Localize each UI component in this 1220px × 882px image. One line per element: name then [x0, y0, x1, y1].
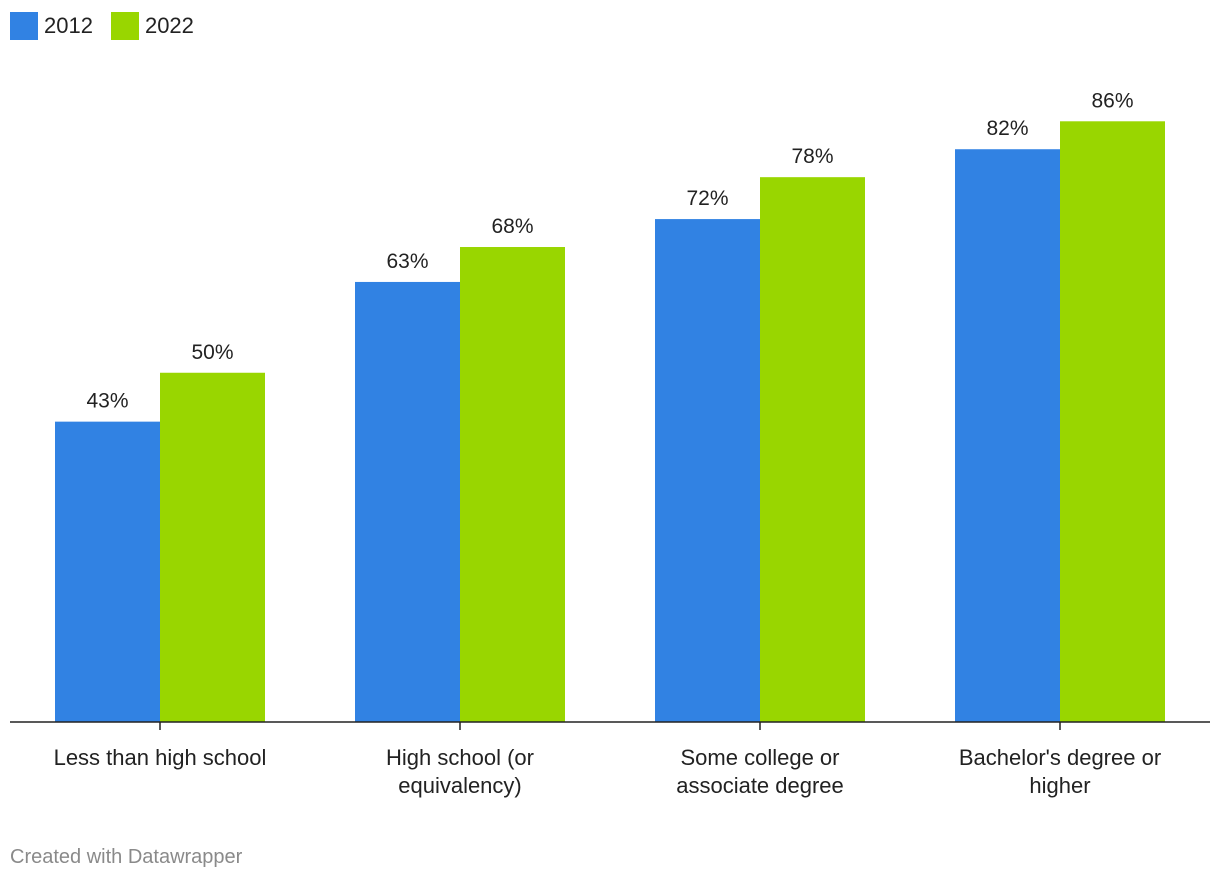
- bar-2022-2: [760, 177, 865, 723]
- x-tick-label-line: Bachelor's degree or: [959, 745, 1161, 770]
- x-tick-label-line: equivalency): [398, 773, 522, 798]
- x-tick-label-line: High school (or: [386, 745, 534, 770]
- bar-2012-1: [355, 281, 460, 722]
- bar-2012-0: [55, 421, 160, 722]
- legend-label-2012: 2012: [44, 13, 93, 38]
- x-tick-label-line: Some college or: [681, 745, 840, 770]
- data-label-2022-3: 86%: [1091, 89, 1133, 112]
- legend: 2012 2022: [10, 12, 194, 40]
- data-label-2012-0: 43%: [86, 390, 128, 413]
- x-tick-label-2: Some college or associate degree: [676, 745, 844, 798]
- data-label-2012-1: 63%: [386, 250, 428, 273]
- legend-swatch-2012: [10, 12, 38, 40]
- data-label-2022-2: 78%: [791, 145, 833, 168]
- legend-item-2012: 2012: [10, 12, 93, 40]
- legend-swatch-2022: [110, 12, 139, 40]
- data-label-2012-3: 82%: [986, 117, 1028, 140]
- bar-2022-1: [460, 247, 565, 722]
- legend-item-2022: 2022: [110, 12, 194, 40]
- datawrapper-credit: Created with Datawrapper: [10, 846, 243, 868]
- x-tick-label-3: Bachelor's degree or higher: [959, 745, 1161, 798]
- x-tick-label-line: Less than high school: [54, 745, 267, 770]
- bar-2012-3: [955, 149, 1060, 723]
- x-tick-label-0: Less than high school: [54, 745, 267, 770]
- x-tick-label-line: associate degree: [676, 773, 844, 798]
- data-label-2012-2: 72%: [686, 187, 728, 210]
- x-tick-label-line: higher: [1029, 773, 1090, 798]
- data-label-2022-1: 68%: [491, 215, 533, 238]
- bar-2012-2: [655, 219, 760, 722]
- bar-2022-0: [160, 372, 265, 722]
- x-tick-label-1: High school (or equivalency): [386, 745, 534, 798]
- bar-2022-3: [1060, 121, 1165, 723]
- legend-label-2022: 2022: [144, 13, 194, 38]
- data-label-2022-0: 50%: [191, 341, 233, 364]
